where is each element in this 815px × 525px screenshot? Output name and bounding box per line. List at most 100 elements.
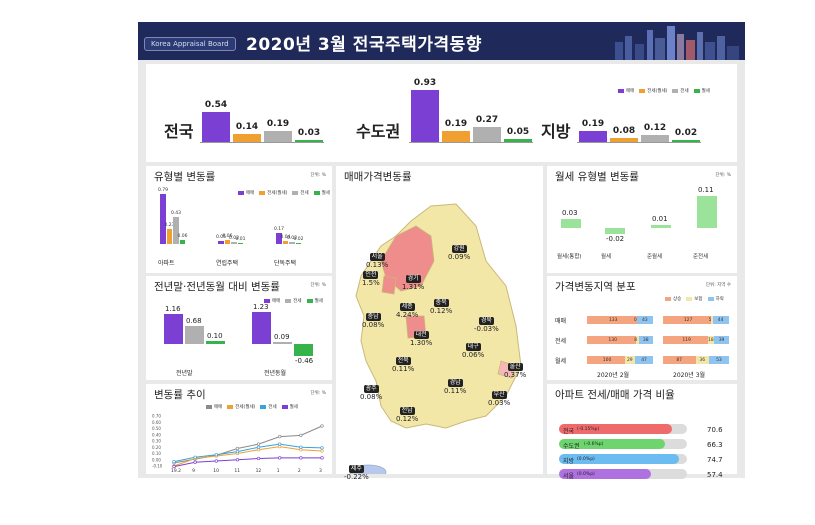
trend-point [299,445,303,449]
panel-title: 전년말·전년동월 대비 변동률 [154,281,280,293]
summary-value-label: 0.02 [674,128,698,138]
trend-point [235,446,240,451]
distribution-segment [663,356,696,364]
x-tick-label: 12 [256,468,262,474]
type-value-label: 0.02 [293,236,304,242]
distribution-segment [714,336,729,344]
map-region-badge: 인천 1.5% [362,270,380,287]
x-tick-label: 1 [277,468,280,474]
x-tick-label: 19.2 [171,468,181,474]
legend-label: 매매 [626,89,635,94]
summary-value-label: 0.19 [581,119,605,130]
y-tick-label: 0.30 [152,439,161,444]
region-name: 울산 [507,363,523,371]
rent-value-label: 0.11 [698,186,714,194]
city-skyline-image [615,26,739,60]
trend-series-line [173,443,323,463]
x-tick-label: 2 [298,468,301,474]
region-value: -0.22% [344,473,369,481]
distribution-value: 127 [683,317,693,323]
type-change-legend: 매매 전세(월세) 전세 월세 [238,190,330,196]
legend-label: 전세 [268,405,277,410]
summary-bar [295,140,323,142]
distribution-segment [587,336,636,344]
trend-point [235,458,240,462]
trend-point [320,456,324,460]
distribution-value: 47 [641,357,647,363]
row-label: 매매 [555,318,567,325]
region-value: -0.03% [474,325,499,333]
ratio-delta-label: (0.0%p) [577,457,595,462]
y-tick-label: 0.10 [152,451,161,456]
legend-label: 매매 [214,405,223,410]
ratio-region-label: 지방 [563,458,575,465]
distribution-value: 130 [608,337,617,343]
ratio-delta-label: (-0.6%p) [584,442,604,447]
distribution-value: 36 [699,357,706,363]
distribution-segment [663,316,711,324]
region-name: 충북 [433,299,449,307]
trend-point [172,464,176,469]
summary-bar [473,126,501,142]
compare-bar [185,326,204,344]
brand-label: Korea Appraisal Board [144,37,236,51]
map-region-badge: 충남 0.08% [362,312,384,329]
legend-label: 월세 [701,89,710,94]
region-value: 0.11% [444,387,467,395]
map-region-badge: 경북 -0.03% [474,316,499,333]
trend-point [320,424,324,428]
summary-bar [504,139,532,142]
panel-title: 가격변동지역 분포 [555,281,636,293]
map-region-badge: 서울 0.13% [366,252,388,269]
rent-bar [605,228,625,234]
summary-baseline [577,142,701,143]
summary-value-label: 0.14 [235,122,259,133]
region-name: 세종 [399,303,415,311]
rent-value-label: 0.01 [652,215,668,224]
y-tick-label: -0.10 [152,464,163,469]
summary-value-label: 0.19 [444,119,468,130]
trend-point [214,453,218,457]
summary-region-name: 지방 [541,122,571,141]
category-label: 준전세 [693,254,709,260]
header-banner: Korea Appraisal Board 2020년 3월 전국주택가격동향 [138,22,745,60]
region-name: 전남 [399,407,415,415]
region-name: 충남 [365,313,381,321]
type-value-label: 0.04 [280,235,291,241]
distribution-value: 87 [676,357,683,363]
map-region-badge: 충북 0.12% [430,298,452,315]
ratio-region-label: 전국 [563,428,575,435]
panel-title: 유형별 변동률 [154,171,216,183]
unit-label: 단위: % [310,391,326,396]
monthly-rent-panel: 월세 유형별 변동률 단위: % 0.03 월세(통합) -0.02 월세 0.01 준월… [547,166,737,273]
distribution-value: 29 [626,357,633,363]
distribution-panel: 가격변동지역 분포 단위: 지역 수 상승 보합 하락 매매 133 0 43 127 5… [547,276,737,380]
summary-bar [202,111,230,142]
type-value-label: 0.05 [216,234,227,240]
summary-baseline [200,142,324,143]
ratio-fill-bar [559,439,666,449]
trend-point [299,433,303,438]
region-name: 인천 [363,271,379,279]
map-region-badge: 전남 0.12% [396,406,418,423]
ratio-value-label: 70.6 [707,426,723,434]
type-bar [160,194,166,244]
summary-region-name: 전국 [164,122,194,141]
ratio-delta-label: (0.0%p) [577,472,595,477]
compare-legend: 매매 전세 월세 [264,298,323,304]
distribution-value: 133 [608,317,618,323]
distribution-segment [624,356,636,364]
distribution-value: 38 [642,337,649,343]
panel-title: 아파트 전세/매매 가격 비율 [555,389,675,401]
compare-value-label: 0.68 [186,317,202,326]
summary-value-label: 0.19 [266,119,290,130]
distribution-value: 0 [633,317,637,323]
distribution-value: 5 [708,317,712,323]
distribution-value: 8 [634,337,638,343]
summary-baseline [409,142,533,143]
compare-bar [294,344,313,356]
y-tick-label: 0.40 [152,432,161,437]
region-name: 서울 [369,253,385,261]
distribution-segment [587,356,625,364]
summary-bar [672,140,700,142]
